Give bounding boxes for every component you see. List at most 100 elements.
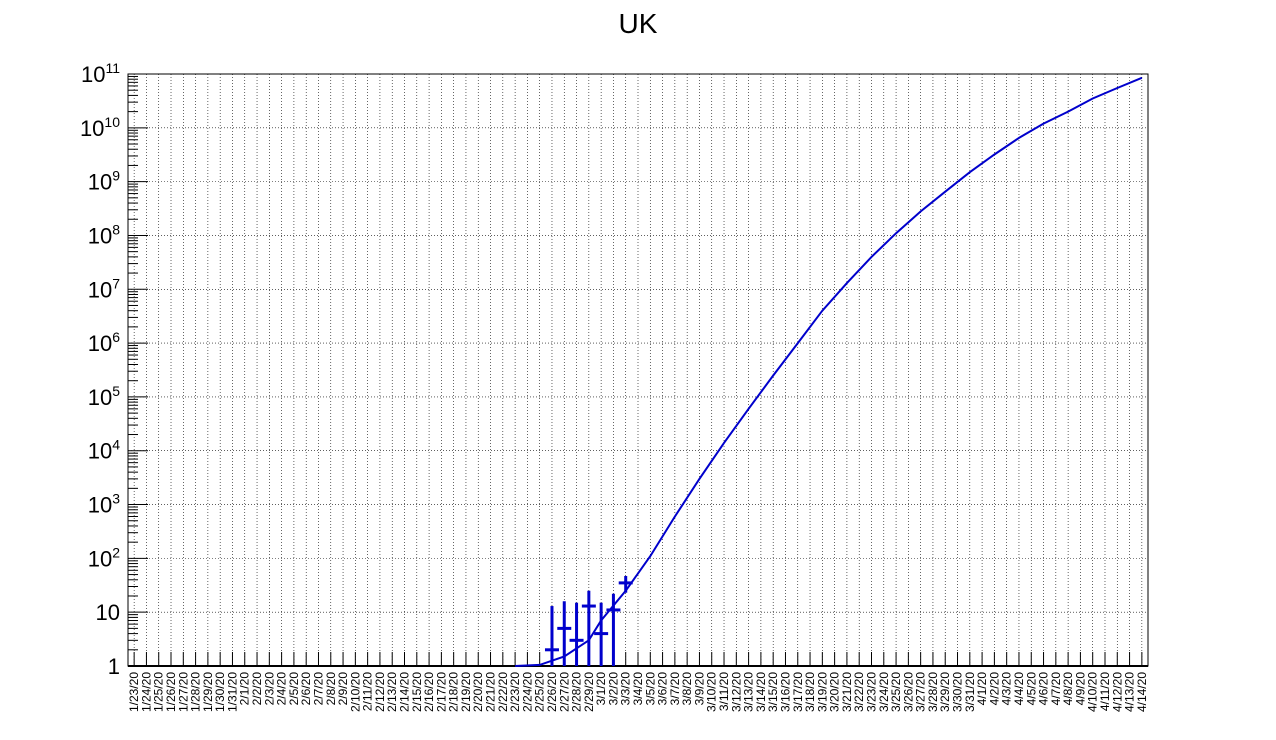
x-tick-label: 3/26/20 (901, 672, 915, 712)
x-tick-label: 2/7/20 (311, 672, 325, 706)
x-tick-label: 3/17/20 (791, 672, 805, 712)
x-tick-label: 4/11/20 (1098, 672, 1112, 711)
y-tick-label: 105 (88, 383, 120, 410)
x-tick-label: 2/12/20 (373, 672, 387, 712)
x-tick-label: 2/23/20 (508, 672, 522, 712)
x-tick-label: 3/8/20 (680, 672, 694, 706)
x-tick-label: 3/19/20 (815, 672, 829, 712)
x-tick-label: 2/5/20 (287, 672, 301, 706)
x-tick-label: 3/1/20 (594, 672, 608, 706)
x-tick-label: 2/15/20 (410, 672, 424, 712)
x-tick-label: 3/9/20 (692, 672, 706, 706)
x-tick-label: 2/9/20 (336, 672, 350, 706)
x-tick-label: 3/21/20 (840, 672, 854, 712)
x-tick-label: 3/13/20 (742, 672, 756, 712)
x-tick-label: 2/3/20 (262, 672, 276, 706)
x-tick-label: 2/13/20 (385, 672, 399, 712)
fit-curve (515, 76, 1143, 667)
x-tick-label: 2/16/20 (422, 672, 436, 712)
x-tick-label: 3/12/20 (729, 672, 743, 712)
x-tick-label: 2/18/20 (447, 672, 461, 712)
x-tick-label: 2/1/20 (238, 672, 252, 706)
x-tick-label: 3/30/20 (951, 672, 965, 712)
x-tick-label: 1/31/20 (225, 672, 239, 712)
y-tick-label: 102 (88, 544, 120, 571)
x-tick-label: 4/4/20 (1012, 672, 1026, 706)
x-tick-label: 3/2/20 (606, 672, 620, 706)
x-tick-label: 2/11/20 (361, 672, 375, 711)
x-tick-label: 2/2/20 (250, 672, 264, 706)
x-tick-label: 4/6/20 (1037, 672, 1051, 706)
x-tick-label: 3/6/20 (656, 672, 670, 706)
x-tick-label: 2/26/20 (545, 672, 559, 712)
x-tick-label: 1/30/20 (213, 672, 227, 712)
x-tick-label: 3/3/20 (619, 672, 633, 706)
x-tick-label: 2/4/20 (275, 672, 289, 706)
y-tick-label: 1010 (80, 114, 120, 141)
x-tick-label: 3/31/20 (963, 672, 977, 712)
plot-frame (127, 73, 1149, 667)
x-tick-label: 3/29/20 (938, 672, 952, 712)
x-tick-label: 2/27/20 (557, 672, 571, 712)
x-tick-label: 2/28/20 (570, 672, 584, 712)
x-tick-label: 3/10/20 (705, 672, 719, 712)
x-tick-label: 2/29/20 (582, 672, 596, 712)
x-tick-label: 4/7/20 (1049, 672, 1063, 706)
x-tick-label: 3/16/20 (778, 672, 792, 712)
x-tick-label: 3/7/20 (668, 672, 682, 706)
x-tick-label: 2/21/20 (484, 672, 498, 712)
x-tick-label: 4/14/20 (1135, 672, 1149, 712)
x-tick-label: 2/6/20 (299, 672, 313, 706)
x-tick-label: 2/20/20 (471, 672, 485, 712)
x-tick-label: 1/27/20 (176, 672, 190, 712)
x-tick-label: 2/25/20 (533, 672, 547, 712)
x-tick-label: 1/24/20 (139, 672, 153, 712)
y-tick-label: 1011 (81, 60, 120, 87)
x-tick-label: 1/23/20 (127, 672, 141, 712)
x-tick-label: 4/2/20 (987, 672, 1001, 706)
y-tick-label: 104 (88, 437, 120, 464)
x-tick-label: 2/14/20 (398, 672, 412, 712)
x-tick-label: 3/14/20 (754, 672, 768, 712)
x-tick-label: 2/24/20 (520, 672, 534, 712)
x-tick-label: 3/11/20 (717, 672, 731, 711)
x-tick-label: 4/10/20 (1086, 672, 1100, 712)
y-tick-label: 1 (108, 654, 120, 679)
y-tick-label: 10 (96, 600, 120, 625)
x-tick-label: 2/17/20 (434, 672, 448, 712)
x-tick-label: 1/26/20 (164, 672, 178, 712)
y-tick-label: 108 (88, 221, 120, 248)
x-tick-label: 2/8/20 (324, 672, 338, 706)
x-tick-label: 4/1/20 (975, 672, 989, 706)
x-tick-label: 4/13/20 (1123, 672, 1137, 712)
x-tick-label: 1/29/20 (201, 672, 215, 712)
x-tick-label: 3/5/20 (643, 672, 657, 706)
chart-title: UK (618, 8, 658, 39)
x-tick-label: 3/18/20 (803, 672, 817, 712)
x-tick-label: 3/4/20 (631, 672, 645, 706)
x-tick-label: 3/20/20 (828, 672, 842, 712)
y-tick-label: 103 (88, 491, 120, 518)
x-tick-label: 4/5/20 (1024, 672, 1038, 706)
x-tick-label: 2/19/20 (459, 672, 473, 712)
x-tick-label: 1/28/20 (189, 672, 203, 712)
x-tick-label: 3/25/20 (889, 672, 903, 712)
x-tick-label: 4/9/20 (1073, 672, 1087, 706)
x-tick-label: 2/10/20 (348, 672, 362, 712)
x-tick-label: 4/12/20 (1110, 672, 1124, 712)
x-tick-label: 3/15/20 (766, 672, 780, 712)
x-tick-label: 3/24/20 (877, 672, 891, 712)
x-tick-label: 3/27/20 (914, 672, 928, 712)
x-tick-label: 3/28/20 (926, 672, 940, 712)
x-tick-label: 3/23/20 (864, 672, 878, 712)
x-tick-label: 2/22/20 (496, 672, 510, 712)
y-tick-label: 109 (88, 168, 120, 195)
x-tick-label: 4/3/20 (1000, 672, 1014, 706)
x-tick-label: 4/8/20 (1061, 672, 1075, 706)
x-tick-label: 3/22/20 (852, 672, 866, 712)
x-tick-label: 1/25/20 (152, 672, 166, 712)
y-tick-label: 106 (88, 329, 120, 356)
y-tick-label: 107 (88, 275, 120, 302)
